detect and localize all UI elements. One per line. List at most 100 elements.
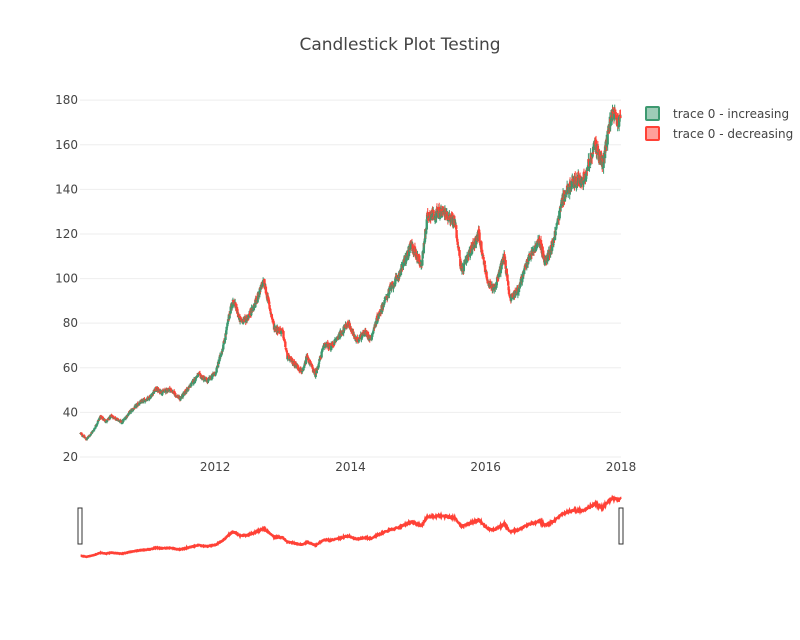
candle-body-decreasing bbox=[269, 311, 272, 314]
candlestick-plot-area[interactable] bbox=[79, 104, 622, 441]
candle-body-increasing bbox=[155, 390, 159, 392]
candle-body-decreasing bbox=[578, 184, 581, 186]
candle-body-increasing bbox=[86, 437, 89, 439]
candle-body-decreasing bbox=[268, 301, 271, 305]
x-axis-ticks: 2012 2014 2016 2018 bbox=[200, 460, 636, 474]
candle-body-decreasing bbox=[107, 419, 111, 421]
candle-body-increasing bbox=[462, 263, 466, 265]
candle-body-increasing bbox=[519, 284, 522, 287]
candle-body-increasing bbox=[217, 361, 221, 364]
candle-body-decreasing bbox=[234, 303, 238, 309]
candle-body-decreasing bbox=[455, 225, 458, 229]
candle-body-increasing bbox=[423, 240, 426, 244]
y-tick-label: 140 bbox=[55, 182, 78, 196]
x-tick-label: 2016 bbox=[470, 460, 501, 474]
candle-body-increasing bbox=[185, 392, 188, 394]
legend-swatch-decreasing bbox=[645, 126, 660, 141]
candle-body-increasing bbox=[516, 292, 520, 295]
candle-body-increasing bbox=[320, 351, 323, 358]
candle-body-increasing bbox=[304, 359, 308, 364]
x-tick-label: 2014 bbox=[335, 460, 366, 474]
legend-item-increasing[interactable]: trace 0 - increasing bbox=[645, 106, 789, 121]
candle-body-increasing bbox=[224, 333, 227, 340]
candle-body-decreasing bbox=[296, 365, 300, 369]
chart-title: Candlestick Plot Testing bbox=[299, 35, 500, 55]
candle-body-increasing bbox=[462, 263, 466, 271]
candle-body-increasing bbox=[132, 409, 135, 411]
candle-body-increasing bbox=[323, 344, 326, 348]
candle-body-decreasing bbox=[530, 254, 534, 256]
candle-body-increasing bbox=[318, 359, 321, 362]
candle-body-increasing bbox=[161, 390, 164, 392]
candle-body-increasing bbox=[465, 259, 468, 264]
legend-item-decreasing[interactable]: trace 0 - decreasing bbox=[645, 126, 793, 141]
candle-body-increasing bbox=[92, 430, 96, 432]
candle-body-increasing bbox=[583, 180, 586, 183]
candle-body-decreasing bbox=[478, 232, 481, 241]
candle-body-decreasing bbox=[506, 274, 509, 281]
candle-body-increasing bbox=[91, 431, 94, 433]
candle-body-increasing bbox=[94, 427, 97, 429]
candle-body-decreasing bbox=[112, 416, 115, 418]
candle-body-decreasing bbox=[547, 249, 551, 251]
candle-body-increasing bbox=[585, 172, 588, 176]
candle-body-increasing bbox=[330, 344, 333, 350]
candle-body-increasing bbox=[370, 337, 373, 340]
candle-body-increasing bbox=[225, 326, 228, 331]
candle-body-increasing bbox=[215, 371, 218, 373]
candle-body-decreasing bbox=[458, 256, 462, 258]
candle-body-increasing bbox=[466, 255, 470, 259]
candle-body-increasing bbox=[214, 372, 218, 374]
candle-body-decreasing bbox=[456, 238, 459, 242]
y-tick-label: 120 bbox=[55, 227, 78, 241]
range-slider-handle-right[interactable] bbox=[618, 507, 624, 545]
candle-body-decreasing bbox=[482, 257, 485, 260]
x-tick-label: 2012 bbox=[200, 460, 231, 474]
candle-body-decreasing bbox=[507, 289, 511, 295]
candle-body-increasing bbox=[104, 421, 107, 423]
range-slider-handle-left[interactable] bbox=[77, 507, 83, 545]
candle-body-increasing bbox=[194, 376, 198, 380]
candle-body-decreasing bbox=[446, 213, 449, 219]
candle-body-increasing bbox=[543, 258, 547, 265]
candle-body-increasing bbox=[89, 434, 92, 436]
candle-body-increasing bbox=[124, 417, 128, 420]
range-slider[interactable] bbox=[77, 492, 624, 562]
candle-body-increasing bbox=[526, 261, 530, 264]
candle-body-decreasing bbox=[619, 116, 622, 118]
candle-body-increasing bbox=[317, 362, 321, 364]
candle-body-decreasing bbox=[487, 280, 490, 283]
candle-body-increasing bbox=[588, 166, 592, 168]
candle-body-increasing bbox=[517, 288, 521, 293]
candle-body-increasing bbox=[421, 251, 424, 259]
candle-body-increasing bbox=[558, 207, 562, 212]
candle-body-decreasing bbox=[307, 358, 310, 363]
candle-body-increasing bbox=[375, 319, 378, 325]
y-tick-label: 20 bbox=[63, 450, 78, 464]
candle-body-increasing bbox=[550, 241, 554, 251]
candle-body-increasing bbox=[223, 342, 226, 344]
candle-body-increasing bbox=[229, 306, 232, 313]
candle-body-decreasing bbox=[366, 331, 370, 338]
candle-body-decreasing bbox=[103, 419, 107, 421]
candle-body-increasing bbox=[554, 231, 557, 236]
y-tick-label: 160 bbox=[55, 138, 78, 152]
candle-body-increasing bbox=[96, 422, 99, 424]
candle-body-decreasing bbox=[435, 208, 439, 210]
candle-body-increasing bbox=[215, 368, 218, 373]
legend-label-decreasing: trace 0 - decreasing bbox=[673, 127, 793, 141]
candle-body-increasing bbox=[317, 364, 320, 368]
y-tick-label: 60 bbox=[63, 361, 78, 375]
legend[interactable]: trace 0 - increasing trace 0 - decreasin… bbox=[645, 106, 793, 141]
candle-body-increasing bbox=[314, 373, 317, 378]
candle-body-increasing bbox=[398, 274, 401, 276]
candle-body-decreasing bbox=[268, 305, 271, 309]
candle-body-increasing bbox=[252, 306, 256, 311]
candle-body-decreasing bbox=[174, 393, 177, 395]
candle-body-increasing bbox=[343, 327, 346, 331]
candle-body-decreasing bbox=[285, 350, 289, 353]
candle-body-decreasing bbox=[480, 249, 484, 255]
candle-body-decreasing bbox=[287, 354, 291, 356]
candle-body-decreasing bbox=[503, 254, 506, 261]
